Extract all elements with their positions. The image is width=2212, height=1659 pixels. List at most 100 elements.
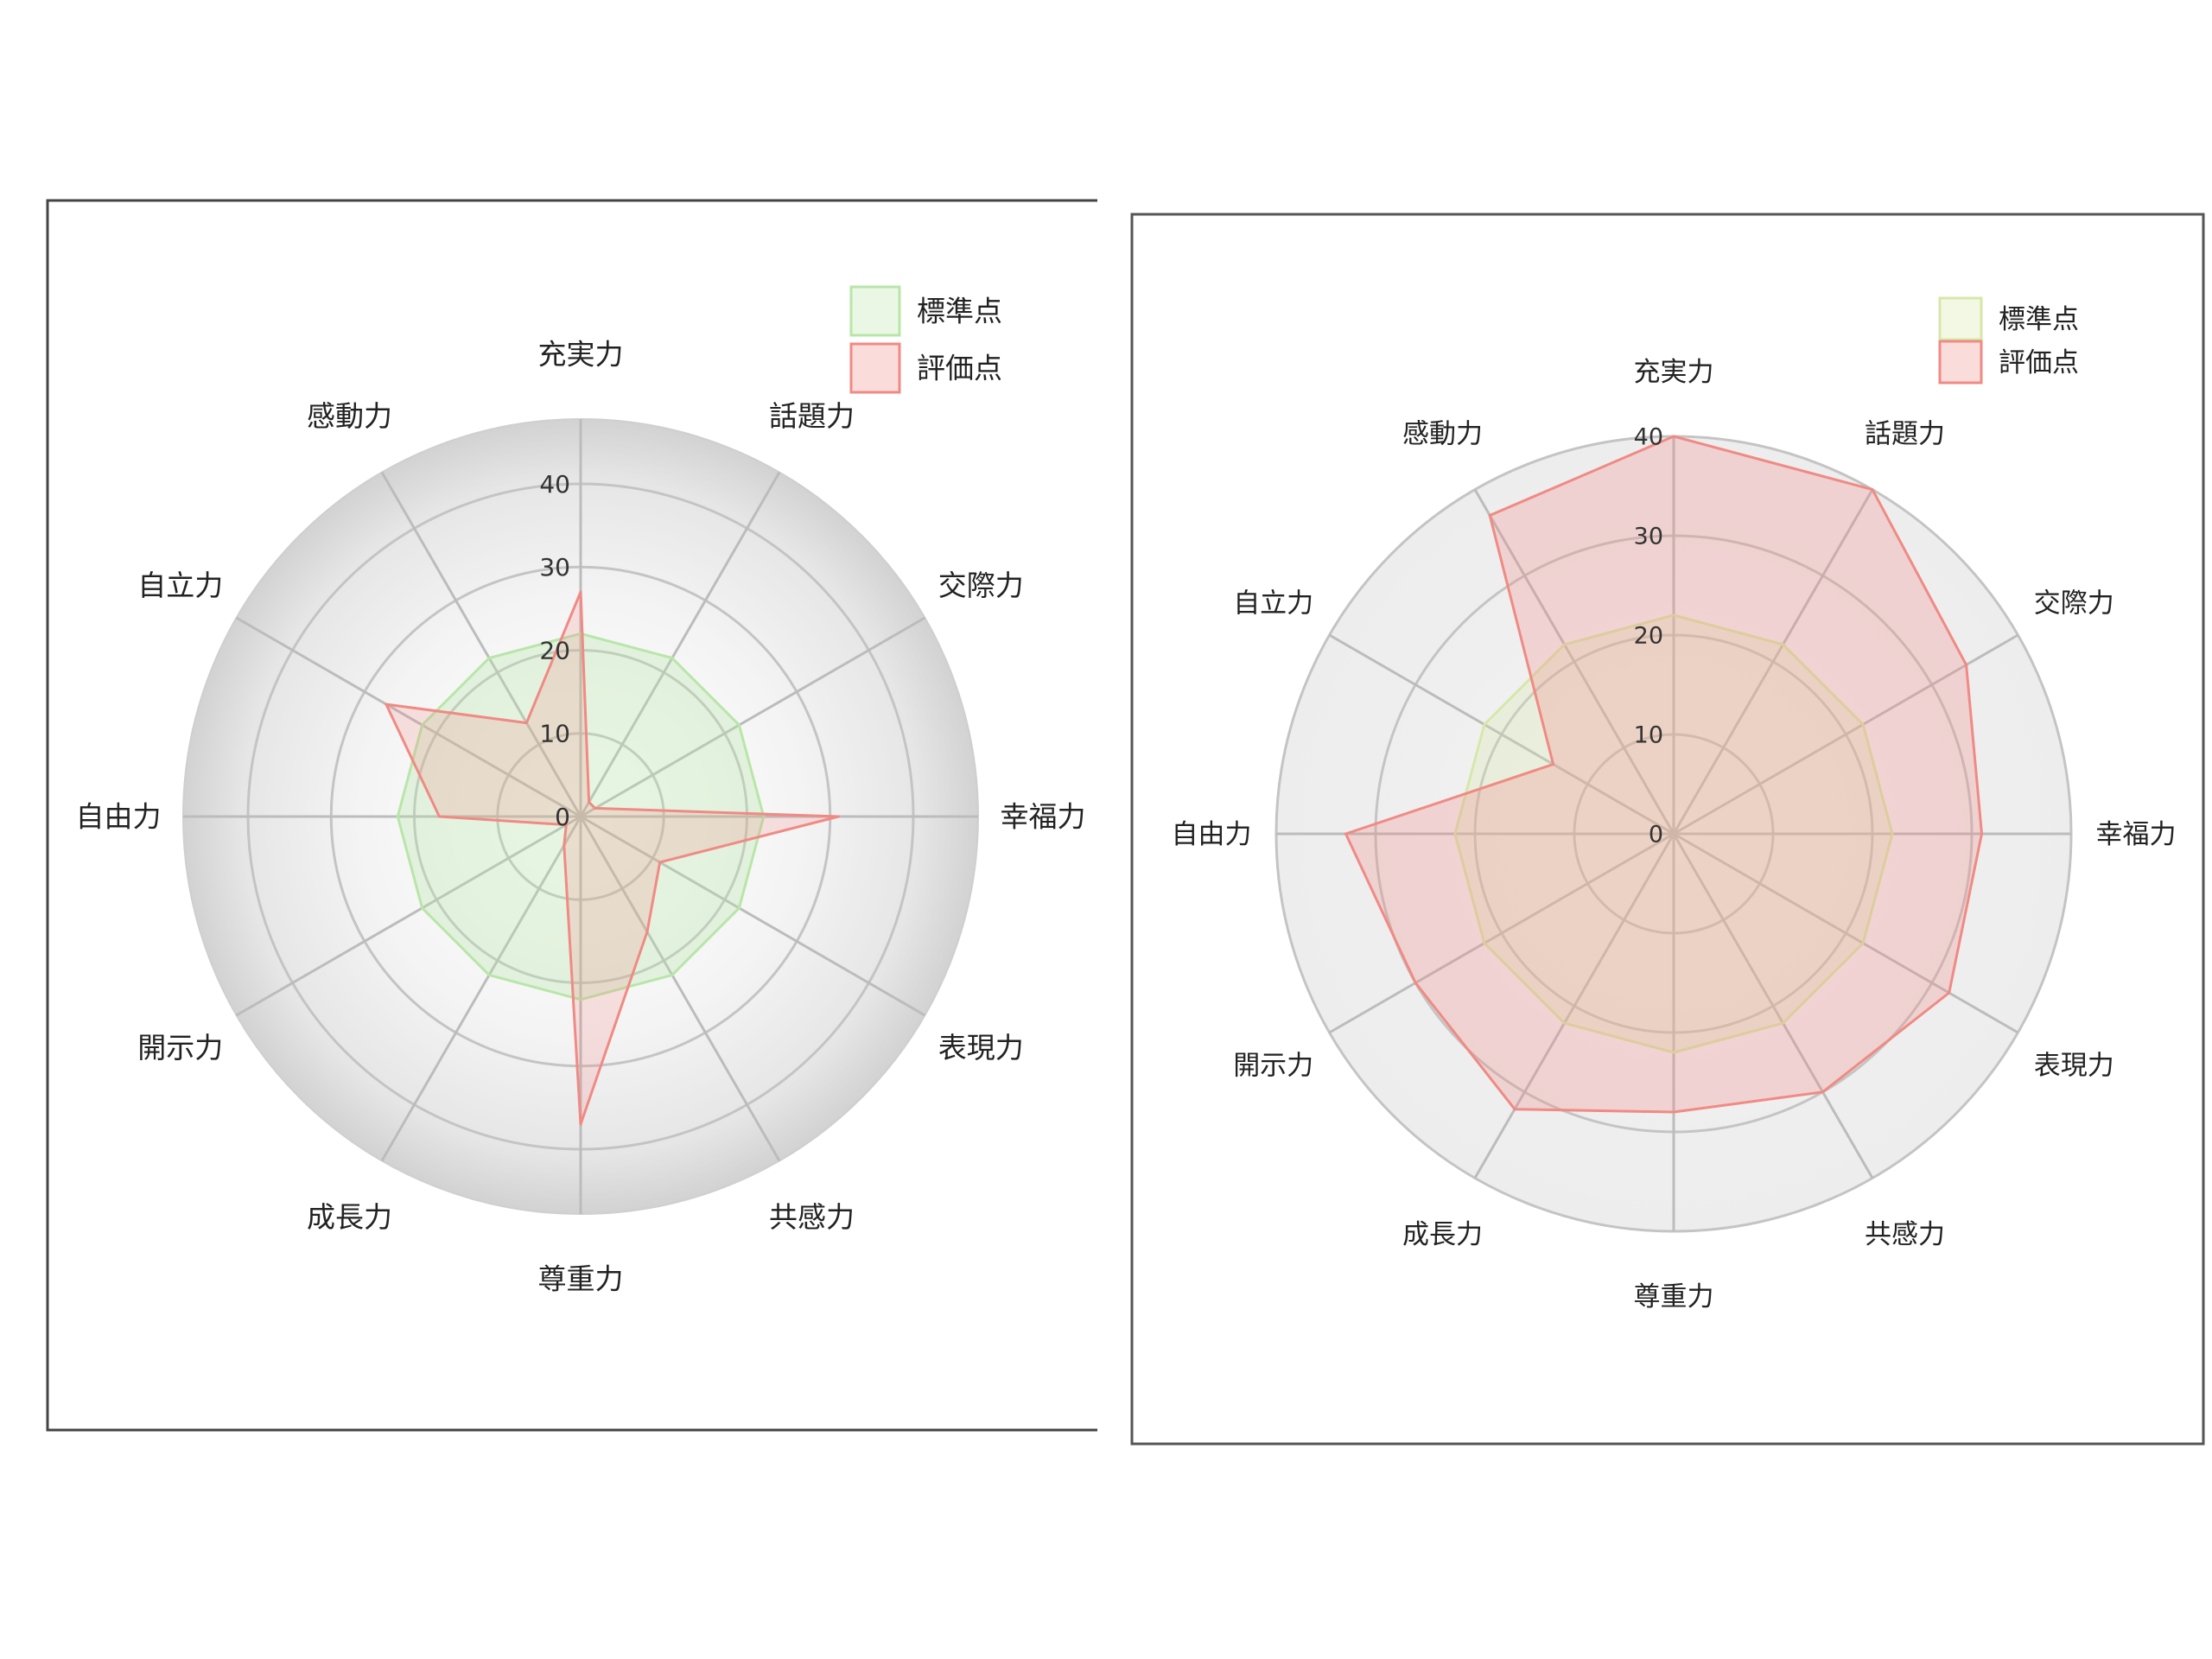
grid-spoke — [579, 471, 781, 817]
series-1-point — [1563, 643, 1566, 646]
series-2-point — [588, 800, 591, 804]
series-2-point — [579, 1122, 582, 1126]
series-1-point — [737, 906, 741, 910]
series-1-point — [487, 657, 491, 660]
category-label: 充実力 — [538, 338, 624, 372]
series-2-point — [1672, 1110, 1675, 1114]
series-1-point — [579, 998, 582, 1001]
legend-swatch — [849, 342, 901, 394]
tick-label: 0 — [1649, 821, 1663, 848]
series-1-point — [737, 723, 741, 727]
grid-spoke — [235, 616, 582, 818]
legend-label: 評価点 — [1999, 347, 2079, 378]
series-2-point — [1414, 982, 1417, 984]
series-2-point — [594, 806, 597, 810]
tick-label: 20 — [1634, 622, 1663, 649]
series-2-point — [524, 721, 528, 725]
category-label: 開示力 — [137, 1031, 223, 1065]
category-label: 交際力 — [2034, 588, 2114, 619]
series-1-point — [1453, 832, 1457, 836]
grid-spoke — [380, 471, 582, 817]
series-1-point — [421, 723, 424, 727]
category-label: 開示力 — [1233, 1050, 1313, 1081]
chart-1-frame — [46, 199, 1097, 1432]
series-2-point — [1488, 514, 1491, 517]
tick-label: 10 — [539, 720, 570, 748]
legend-label: 評価点 — [917, 352, 1002, 385]
series-1-point — [762, 815, 766, 818]
grid-spoke — [1473, 833, 1675, 1179]
legend-swatch — [1938, 296, 1983, 341]
category-label: 自由力 — [1172, 819, 1252, 850]
series-2-point — [1965, 664, 1968, 666]
grid-spoke — [1672, 488, 1874, 835]
legend-swatch — [849, 285, 901, 337]
series-1-point — [1672, 1051, 1675, 1054]
category-label: 自立力 — [137, 569, 223, 602]
category-label: 尊重力 — [538, 1262, 624, 1296]
series-1-point — [1861, 942, 1865, 944]
category-label: 感動力 — [307, 399, 392, 433]
series-2-point — [1948, 991, 1951, 995]
legend-swatch — [1938, 340, 1983, 385]
series-1-point — [1672, 613, 1675, 617]
series-2-point — [658, 861, 662, 864]
series-1-point — [1782, 1021, 1784, 1025]
grid-spoke — [1673, 633, 2019, 836]
series-1-point — [1861, 723, 1865, 726]
grid-spoke — [1328, 633, 1675, 836]
grid-spoke — [580, 815, 926, 1017]
series-2-point — [563, 843, 566, 847]
series-2-point — [1871, 488, 1874, 492]
series-2-point — [1552, 763, 1555, 766]
category-label: 表現力 — [938, 1031, 1024, 1065]
grid-spoke — [380, 816, 582, 1162]
series-2-point — [645, 930, 649, 933]
category-label: 自立力 — [1233, 588, 1313, 619]
tick-label: 20 — [539, 636, 570, 664]
chart-2-frame — [1130, 213, 2205, 1446]
grid-spoke — [1473, 488, 1675, 835]
series-2-point — [836, 815, 840, 818]
category-label: 共感力 — [769, 1200, 855, 1234]
series-1-point — [421, 906, 424, 910]
series-1-point — [1563, 1021, 1566, 1025]
series-2-point — [385, 702, 388, 706]
grid-spoke — [580, 616, 926, 818]
category-label: 話題力 — [1865, 419, 1945, 450]
tick-label: 40 — [539, 470, 570, 499]
series-1-point — [1483, 942, 1486, 944]
series-2-point — [1980, 832, 1983, 836]
grid-spoke — [1672, 833, 1874, 1179]
series-2-point — [1513, 1108, 1516, 1111]
grid-spoke — [1328, 832, 1675, 1034]
category-label: 幸福力 — [2096, 819, 2177, 850]
series-2-point — [564, 823, 568, 827]
tick-label: 30 — [1634, 523, 1663, 550]
series-1-point — [1782, 643, 1784, 646]
category-label: 成長力 — [307, 1200, 392, 1234]
category-label: 共感力 — [1865, 1219, 1945, 1250]
category-label: 自由力 — [76, 800, 162, 834]
series-2-point — [579, 590, 582, 594]
category-label: 感動力 — [1402, 419, 1483, 450]
legend-label: 標準点 — [1999, 304, 2079, 335]
grid-spoke — [579, 816, 781, 1162]
legend-label: 標準点 — [917, 295, 1002, 328]
grid-spoke — [1673, 832, 2019, 1034]
series-2-point — [1821, 1090, 1824, 1094]
series-1-point — [671, 657, 674, 660]
series-1-point — [487, 973, 491, 976]
category-label: 交際力 — [938, 569, 1024, 602]
category-label: 成長力 — [1402, 1219, 1483, 1250]
category-label: 尊重力 — [1634, 1281, 1714, 1313]
series-2-point — [437, 815, 441, 818]
series-2-point — [1344, 832, 1347, 836]
category-label: 表現力 — [2034, 1050, 2114, 1081]
tick-label: 30 — [539, 553, 570, 582]
series-1-point — [1891, 832, 1894, 836]
category-label: 幸福力 — [1001, 800, 1086, 834]
